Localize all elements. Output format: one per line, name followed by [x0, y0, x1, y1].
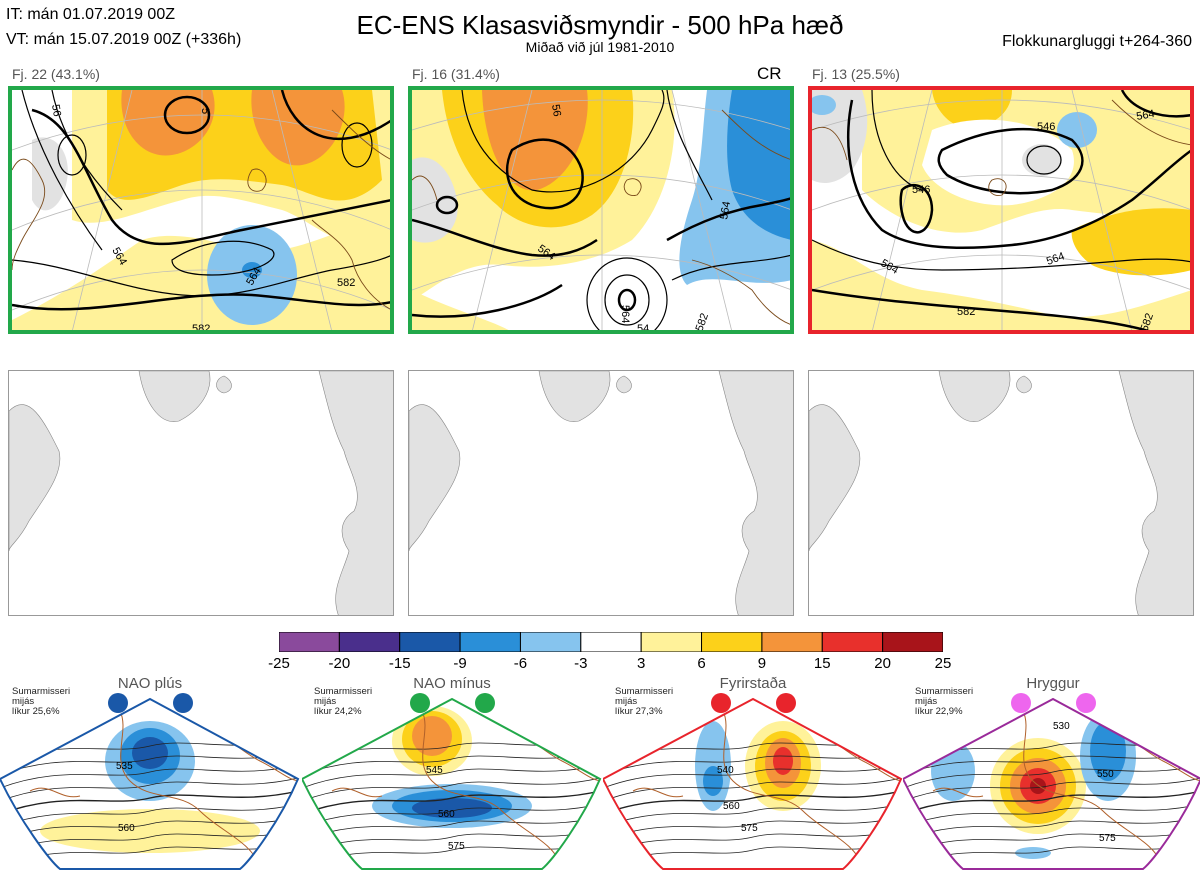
cluster-2-tag: CR	[757, 64, 782, 83]
regime-note: Sumarmisseri mijás líkur 27,3%	[615, 687, 673, 717]
colorbar-swatch	[580, 632, 642, 652]
cluster-2-label: Fj. 16 (31.4%)	[412, 66, 500, 82]
cluster-map-2: 564 564 56 564 582 54	[408, 86, 794, 334]
contour-label: 5	[199, 108, 211, 114]
regime-note: Sumarmisseri mijás líkur 24,2%	[314, 687, 372, 717]
page-title: EC-ENS Klasasviðsmyndir - 500 hPa hæð	[356, 10, 844, 40]
contour-label: 582	[337, 277, 355, 289]
regime-marker-dot	[711, 693, 731, 713]
regime-note-line: mijás	[12, 696, 35, 707]
regime-note-line: mijás	[615, 696, 638, 707]
regime-contour-label: 560	[723, 801, 740, 812]
colorbar-swatch	[640, 632, 703, 652]
regime-map: 535 560	[0, 697, 300, 870]
colorbar-tick-label: -25	[268, 655, 290, 672]
colorbar-swatch	[519, 632, 582, 652]
colorbar-swatch	[821, 632, 884, 652]
regime-marker-dot	[1011, 693, 1031, 713]
colorbar-tick-label: 20	[874, 655, 891, 672]
colorbar-swatch	[701, 632, 763, 652]
colorbar-tick-label: 25	[934, 655, 952, 672]
regime-note-line: líkur 22,9%	[915, 706, 963, 717]
classification-window: Flokkunargluggi t+264-360	[1002, 33, 1192, 50]
cluster-1-label: Fj. 22 (43.1%)	[12, 66, 100, 82]
regime-note-line: mijás	[314, 696, 337, 707]
regime-contour-label: 540	[717, 765, 734, 776]
regime-marker-dot	[108, 693, 128, 713]
colorbar-swatch	[279, 632, 340, 652]
regime-note-line: mijás	[915, 696, 938, 707]
contour-label: 564	[718, 200, 733, 220]
colorbar-swatch	[399, 632, 461, 652]
contour-label: 546	[1037, 121, 1055, 133]
contour-label: 564	[1045, 250, 1066, 268]
colorbar-swatch	[459, 632, 521, 652]
regime-note-line: Sumarmisseri	[915, 686, 974, 697]
colorbar-tick-label: 9	[757, 655, 767, 672]
regime-title: NAO mínus	[413, 675, 491, 692]
contour-label: 564	[619, 305, 631, 323]
regime-note-line: líkur 24,2%	[314, 706, 362, 717]
regime-marker-dot	[410, 693, 430, 713]
init-time: IT: mán 01.07.2019 00Z	[6, 6, 175, 23]
contour-label: 546	[912, 184, 930, 196]
contour-label: 56	[549, 103, 563, 117]
colorbar-tick-label: 3	[637, 655, 646, 672]
regime-marker-dot	[475, 693, 495, 713]
regime-title: Hryggur	[1026, 675, 1080, 692]
background-map-1	[8, 370, 394, 616]
colorbar-tick-label: 6	[697, 655, 706, 672]
contour-label: 582	[192, 323, 210, 332]
regime-contour-label: 560	[118, 823, 135, 834]
colorbar-swatch	[882, 632, 943, 652]
regime-marker-dot	[173, 693, 193, 713]
regime-contour-label: 575	[1099, 833, 1116, 844]
contour-label: 564	[1135, 108, 1155, 123]
regime-contour-label: 575	[448, 841, 465, 852]
colorbar-tick-label: -9	[453, 655, 467, 672]
regime-note-line: Sumarmisseri	[615, 686, 674, 697]
colorbar-tick-label: -20	[328, 655, 351, 672]
cluster-3-label: Fj. 13 (25.5%)	[812, 66, 900, 82]
colorbar-tick-label: -15	[388, 655, 411, 672]
background-map-2	[408, 370, 794, 616]
colorbar-swatch	[338, 632, 401, 652]
regime-note-line: líkur 27,3%	[615, 706, 663, 717]
contour-label: 54	[637, 323, 649, 332]
regime-contour-label: 545	[426, 765, 443, 776]
colorbar-swatch	[761, 632, 823, 652]
colorbar-tick-label: 15	[813, 655, 831, 672]
valid-time: VT: mán 15.07.2019 00Z (+336h)	[6, 31, 242, 48]
contour-label: 582	[1139, 312, 1157, 332]
regime-note: Sumarmisseri mijás líkur 25,6%	[12, 687, 70, 717]
anomaly-colorbar	[279, 632, 943, 652]
regime-marker-dot	[776, 693, 796, 713]
background-map-3	[808, 370, 1194, 616]
regime-marker-dot	[1076, 693, 1096, 713]
regime-note-line: Sumarmisseri	[12, 686, 71, 697]
regime-map: 545 560 575	[302, 697, 602, 870]
regime-note: Sumarmisseri mijás líkur 22,9%	[915, 687, 973, 717]
cluster-map-1: 564 564 582 582 56 5	[8, 86, 394, 334]
regime-contour-label: 560	[438, 809, 455, 820]
regime-note-line: líkur 25,6%	[12, 706, 60, 717]
regime-contour-label: 530	[1053, 721, 1070, 732]
contour-label: 582	[957, 306, 975, 318]
cluster-map-3: 546 546 564 564 564 582 582	[808, 86, 1194, 334]
page-subtitle: Miðað við júl 1981-2010	[525, 39, 675, 55]
colorbar-tick-label: -6	[513, 655, 528, 672]
regime-title: NAO plús	[117, 675, 183, 692]
regime-note-line: Sumarmisseri	[314, 686, 373, 697]
regime-contour-label: 535	[116, 761, 133, 772]
contour-label: 56	[49, 103, 63, 117]
contour-label: 582	[694, 312, 712, 332]
regime-title: Fyrirstaða	[719, 675, 787, 692]
regime-map: 530 550 575	[903, 697, 1200, 870]
colorbar-tick-label: -3	[574, 655, 588, 672]
regime-contour-label: 575	[741, 823, 758, 834]
regime-contour-label: 550	[1097, 769, 1114, 780]
